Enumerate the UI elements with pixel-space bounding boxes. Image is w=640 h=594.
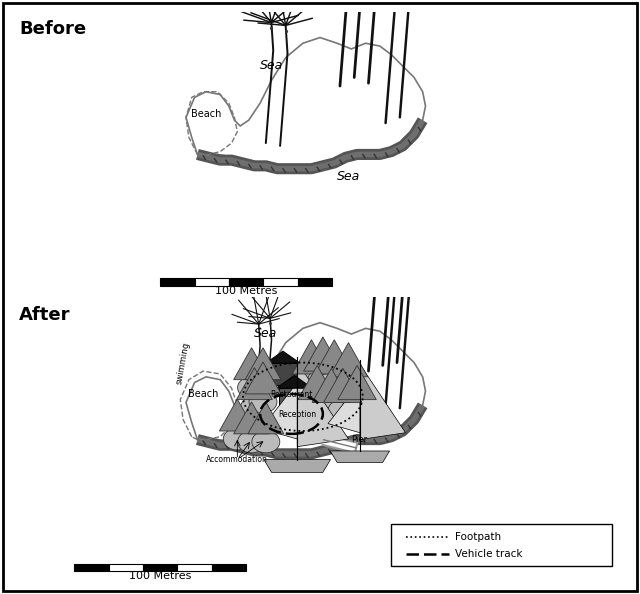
Polygon shape: [278, 388, 310, 414]
Ellipse shape: [252, 431, 280, 453]
Polygon shape: [360, 364, 406, 440]
FancyBboxPatch shape: [390, 524, 612, 567]
Bar: [298, 279, 332, 286]
Ellipse shape: [237, 431, 266, 453]
Text: swimming: swimming: [175, 340, 191, 384]
Ellipse shape: [249, 391, 277, 413]
Polygon shape: [312, 368, 351, 403]
Polygon shape: [303, 337, 342, 371]
Text: Beach: Beach: [188, 389, 218, 399]
Polygon shape: [234, 402, 269, 434]
Polygon shape: [315, 340, 353, 374]
Text: 100 Metres: 100 Metres: [129, 571, 191, 582]
Ellipse shape: [316, 399, 346, 423]
Polygon shape: [264, 460, 330, 472]
Ellipse shape: [241, 397, 268, 419]
Polygon shape: [236, 368, 273, 400]
Text: After: After: [19, 305, 70, 324]
Text: 100 Metres: 100 Metres: [215, 286, 278, 296]
Polygon shape: [234, 347, 269, 380]
Polygon shape: [330, 451, 390, 462]
Text: Footpath: Footpath: [455, 532, 501, 542]
Polygon shape: [266, 351, 300, 362]
Ellipse shape: [237, 377, 266, 399]
Text: Accommodation: Accommodation: [206, 456, 268, 465]
Bar: [177, 564, 212, 571]
Text: Restaurant: Restaurant: [270, 390, 313, 399]
Polygon shape: [338, 365, 376, 400]
Polygon shape: [292, 340, 331, 374]
Polygon shape: [297, 362, 349, 447]
Ellipse shape: [333, 374, 364, 397]
Bar: [143, 564, 177, 571]
Polygon shape: [186, 323, 426, 454]
Ellipse shape: [223, 428, 252, 450]
Ellipse shape: [296, 371, 326, 394]
Bar: [264, 279, 298, 286]
Polygon shape: [329, 343, 368, 377]
Polygon shape: [328, 383, 360, 432]
Text: Sea: Sea: [254, 327, 278, 340]
Polygon shape: [298, 365, 337, 400]
Bar: [229, 279, 264, 286]
Text: Sea: Sea: [260, 59, 283, 72]
Polygon shape: [276, 375, 312, 388]
Bar: [195, 279, 229, 286]
Text: Before: Before: [19, 20, 86, 39]
Text: Reception: Reception: [278, 410, 316, 419]
Text: Beach: Beach: [191, 109, 221, 119]
Bar: [74, 564, 109, 571]
Text: Vehicle track: Vehicle track: [455, 549, 523, 558]
Ellipse shape: [328, 399, 358, 423]
Ellipse shape: [319, 371, 349, 394]
Bar: [160, 279, 195, 286]
Polygon shape: [220, 399, 255, 431]
Ellipse shape: [308, 368, 338, 391]
Text: Sea: Sea: [337, 170, 360, 183]
Bar: [212, 564, 246, 571]
Ellipse shape: [302, 396, 332, 420]
Ellipse shape: [249, 377, 277, 399]
Polygon shape: [324, 368, 362, 403]
Ellipse shape: [342, 396, 372, 420]
Polygon shape: [186, 37, 426, 169]
Polygon shape: [248, 402, 284, 434]
Polygon shape: [245, 347, 281, 380]
Polygon shape: [269, 362, 297, 386]
Text: Pier: Pier: [351, 435, 367, 444]
Bar: [109, 564, 143, 571]
Polygon shape: [245, 362, 281, 394]
Polygon shape: [261, 383, 297, 439]
